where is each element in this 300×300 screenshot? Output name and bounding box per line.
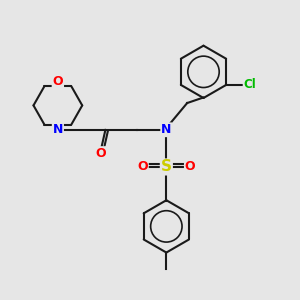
Text: O: O [96,147,106,160]
Text: N: N [161,123,172,136]
Text: Cl: Cl [244,78,256,92]
Text: S: S [161,159,172,174]
Text: O: O [52,74,63,88]
Text: O: O [137,160,148,173]
Text: N: N [53,123,63,136]
Text: O: O [185,160,195,173]
